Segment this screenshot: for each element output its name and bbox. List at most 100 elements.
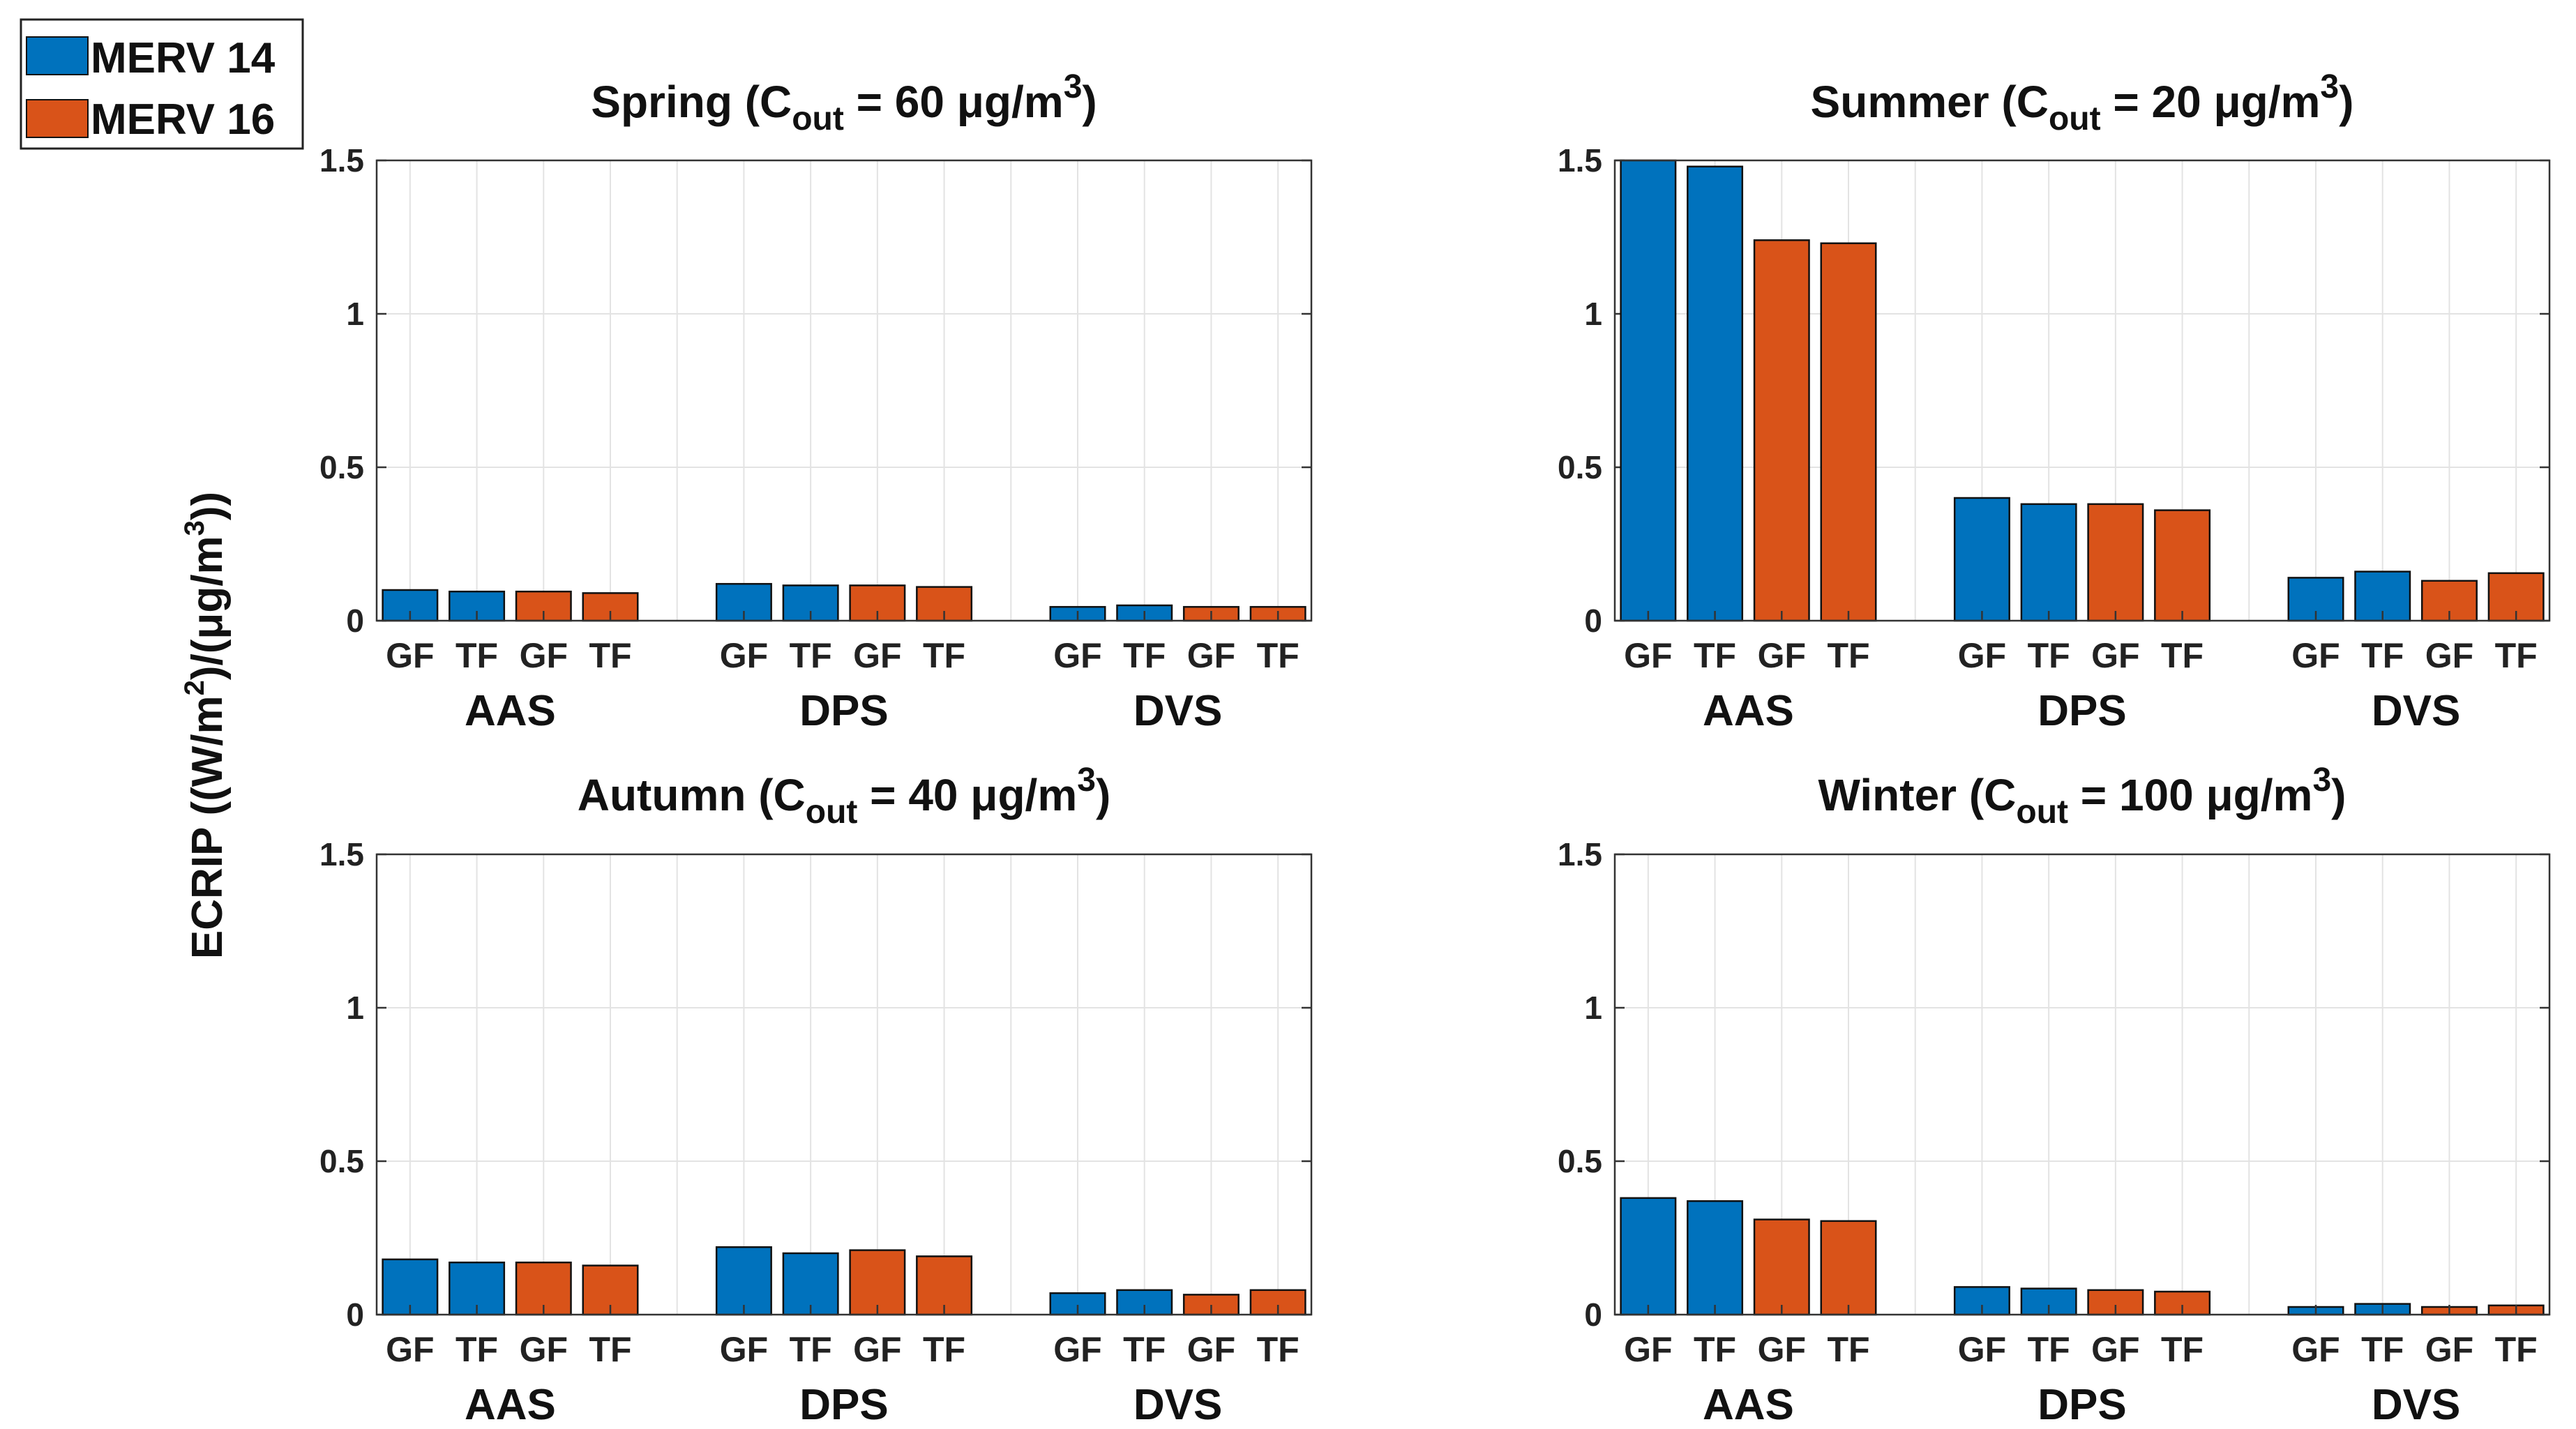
x-tick-label: GF <box>2091 1330 2139 1369</box>
x-tick-label: GF <box>1187 1330 1235 1369</box>
x-tick-label: TF <box>2361 636 2404 675</box>
group-label-dps: DPS <box>2038 1381 2126 1429</box>
x-tick-label: GF <box>853 636 901 675</box>
x-tick-label: TF <box>1827 636 1869 675</box>
panel-title: Autumn (Cout = 40 μg/m3) <box>578 762 1111 831</box>
bar-dps-gf-merv16 <box>849 1249 906 1316</box>
bar-dps-gf-merv14 <box>1953 497 2010 622</box>
y-tick-label: 0.5 <box>1558 1143 1602 1179</box>
x-tick-label: GF <box>1758 636 1806 675</box>
x-tick-label: TF <box>790 1330 832 1369</box>
y-axis-label: ECRIP ((W/m2)/(μg/m3)) <box>179 492 232 959</box>
axes-frame <box>375 159 1313 622</box>
y-tick-label: 0 <box>346 1296 364 1333</box>
panel-title: Spring (Cout = 60 μg/m3) <box>591 68 1097 137</box>
bar-dps-gf-merv16 <box>2087 503 2144 622</box>
axes-frame <box>1613 159 2551 622</box>
bar-dps-gf-merv14 <box>715 1246 772 1316</box>
x-tick-label: TF <box>2495 1330 2538 1369</box>
x-tick-label: TF <box>2361 1330 2404 1369</box>
y-tick-label: 0.5 <box>319 449 364 485</box>
x-tick-label: TF <box>2495 636 2538 675</box>
x-tick-label: TF <box>1827 1330 1869 1369</box>
x-tick-label: GF <box>2425 636 2473 675</box>
x-tick-label: GF <box>2291 636 2340 675</box>
group-label-dps: DPS <box>799 1381 888 1429</box>
bar-dvs-gf-merv14 <box>1049 1292 1106 1316</box>
x-tick-label: TF <box>589 1330 631 1369</box>
x-tick-label: GF <box>720 636 768 675</box>
x-tick-label: TF <box>1257 636 1300 675</box>
plot-area <box>377 854 1311 1315</box>
x-tick-label: GF <box>2091 636 2139 675</box>
x-tick-label: GF <box>1053 1330 1101 1369</box>
group-label-aas: AAS <box>1703 1381 1794 1429</box>
bar-aas-gf-merv14 <box>1620 1197 1677 1316</box>
bar-dvs-gf-merv16 <box>1182 1294 1240 1316</box>
y-tick-label: 0.5 <box>319 1143 364 1179</box>
y-tick-label: 1.5 <box>1558 836 1602 872</box>
legend-swatch-merv14 <box>26 36 89 75</box>
x-tick-label: TF <box>589 636 631 675</box>
bar-aas-gf-merv16 <box>1753 1218 1810 1316</box>
x-tick-label: GF <box>1187 636 1235 675</box>
x-tick-label: TF <box>1257 1330 1300 1369</box>
bar-aas-tf-merv14 <box>1687 1200 1744 1316</box>
y-tick-label: 0 <box>1584 1296 1602 1333</box>
y-tick-label: 1.5 <box>1558 142 1602 179</box>
bar-dvs-tf-merv16 <box>1249 1289 1306 1316</box>
x-tick-label: TF <box>923 1330 965 1369</box>
y-tick-label: 1 <box>346 296 364 332</box>
x-tick-label: GF <box>1958 1330 2006 1369</box>
x-tick-label: TF <box>2028 636 2070 675</box>
x-tick-label: GF <box>386 636 434 675</box>
x-tick-label: GF <box>1758 1330 1806 1369</box>
bar-aas-tf-merv14 <box>1687 165 1744 622</box>
bar-aas-tf-merv16 <box>1820 242 1877 622</box>
x-tick-label: TF <box>2028 1330 2070 1369</box>
x-tick-label: GF <box>1053 636 1101 675</box>
bar-dps-tf-merv16 <box>2154 509 2211 622</box>
legend-swatch-merv16 <box>26 99 89 138</box>
x-tick-label: TF <box>1123 1330 1166 1369</box>
panel-title: Winter (Cout = 100 μg/m3) <box>1818 762 2347 831</box>
chart-panel-spring: Spring (Cout = 60 μg/m3) 0 0.5 1 1.5 GF TF GF T… <box>319 68 1313 735</box>
x-tick-label: GF <box>520 1330 568 1369</box>
x-tick-label: GF <box>520 636 568 675</box>
group-label-aas: AAS <box>465 687 556 735</box>
x-tick-label: TF <box>2161 1330 2204 1369</box>
x-tick-label: GF <box>2291 1330 2340 1369</box>
group-label-dvs: DVS <box>2372 687 2460 735</box>
y-tick-label: 1 <box>1584 296 1602 332</box>
x-tick-label: TF <box>2161 636 2204 675</box>
x-tick-label: GF <box>1624 636 1672 675</box>
y-tick-label: 0 <box>346 603 364 639</box>
bar-aas-gf-merv16 <box>1753 239 1810 622</box>
x-tick-label: TF <box>455 636 498 675</box>
bar-aas-tf-merv16 <box>1820 1220 1877 1316</box>
axes-frame <box>375 853 1313 1316</box>
panel-title: Summer (Cout = 20 μg/m3) <box>1811 68 2354 137</box>
legend-label-merv16: MERV 16 <box>91 96 275 144</box>
x-tick-label: GF <box>853 1330 901 1369</box>
group-label-dps: DPS <box>2038 687 2126 735</box>
bar-aas-tf-merv16 <box>582 1264 639 1316</box>
x-tick-label: TF <box>923 636 965 675</box>
legend: MERV 14 MERV 16 <box>20 18 304 150</box>
y-tick-label: 0.5 <box>1558 449 1602 485</box>
group-label-dvs: DVS <box>2372 1381 2460 1429</box>
y-tick-label: 1 <box>1584 990 1602 1026</box>
x-tick-label: TF <box>790 636 832 675</box>
group-label-aas: AAS <box>465 1381 556 1429</box>
x-tick-label: TF <box>455 1330 498 1369</box>
x-tick-label: TF <box>1123 636 1166 675</box>
x-tick-label: GF <box>720 1330 768 1369</box>
chart-panel-winter: Winter (Cout = 100 μg/m3) 0 0.5 1 1.5 GF TF GF… <box>1558 762 2551 1429</box>
x-tick-label: GF <box>1958 636 2006 675</box>
bar-aas-gf-merv14 <box>1620 159 1677 622</box>
x-tick-label: GF <box>2425 1330 2473 1369</box>
group-label-aas: AAS <box>1703 687 1794 735</box>
y-tick-label: 1.5 <box>319 142 364 179</box>
group-label-dvs: DVS <box>1133 687 1222 735</box>
y-tick-label: 1 <box>346 990 364 1026</box>
